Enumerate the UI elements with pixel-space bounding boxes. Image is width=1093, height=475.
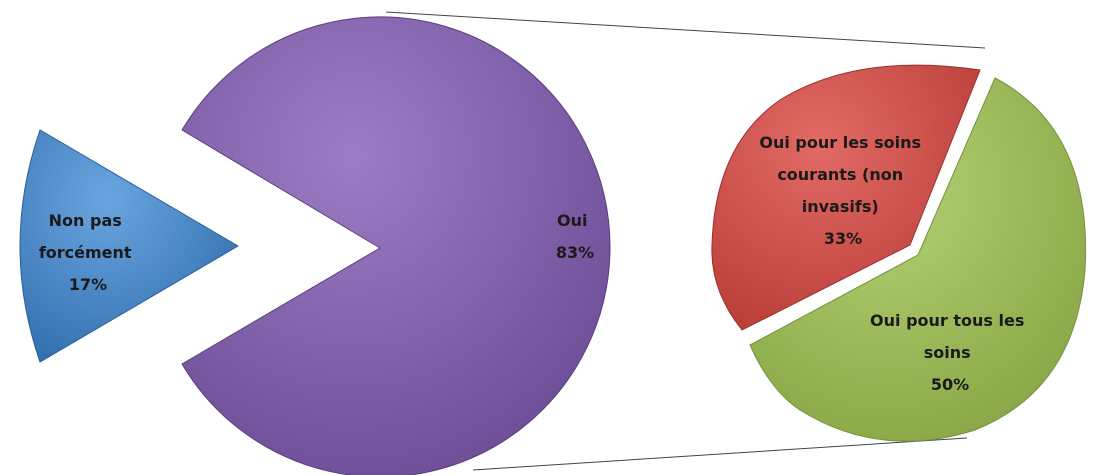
data-label-oui: Oui 83% <box>556 211 594 262</box>
connector-line-top <box>385 11 986 49</box>
pie-slice-tous-soins <box>749 77 1087 442</box>
data-label-non: Non pas forcément 17% <box>39 211 137 294</box>
pie-slice-oui <box>181 16 611 475</box>
data-label-soins-courants: Oui pour les soins courants (non invasif… <box>759 133 926 248</box>
pie-slice-non <box>19 129 239 363</box>
pie-slice-soins-courants <box>711 64 981 331</box>
connector-line-bottom <box>472 437 968 471</box>
data-label-tous-soins: Oui pour tous les soins 50% <box>870 311 1030 394</box>
